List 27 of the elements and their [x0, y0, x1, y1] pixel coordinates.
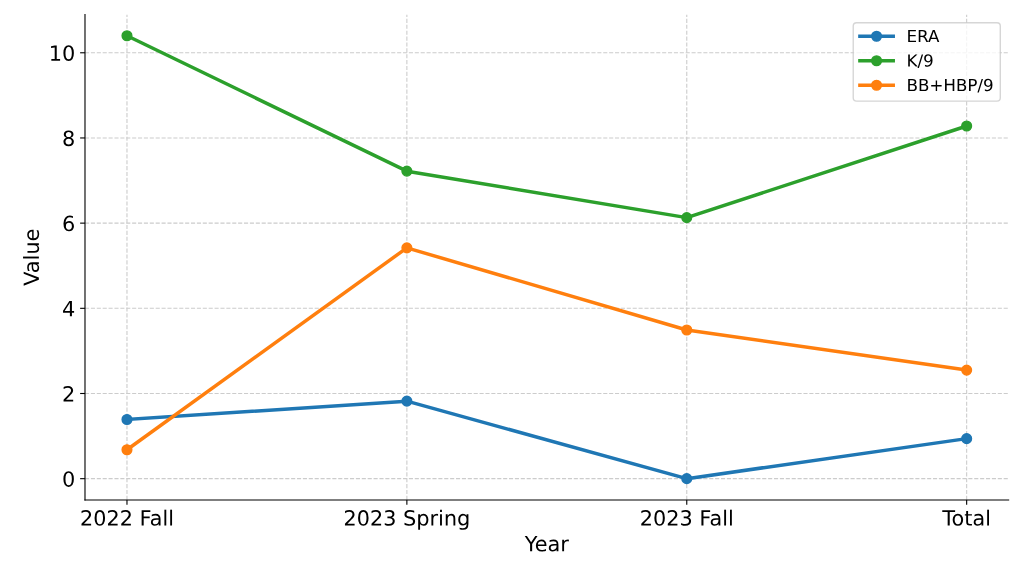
- x-tick-label: 2023 Fall: [641, 509, 732, 526]
- y-tick-label: 0: [63, 471, 74, 487]
- point: [121, 413, 133, 426]
- point: [401, 165, 413, 177]
- point: [681, 324, 693, 336]
- point: [961, 433, 973, 445]
- legend-label: BB+HBP/9: [908, 78, 993, 93]
- y-tick-label: 6: [63, 215, 74, 232]
- x-tick-label: 2022 Fall: [81, 509, 173, 526]
- legend-label: K/9: [908, 54, 933, 69]
- y-tick-label: 2: [63, 385, 74, 402]
- x-tick-label: 2023 Spring: [344, 509, 469, 530]
- x-axis-title: Year: [524, 536, 569, 552]
- point: [681, 473, 693, 485]
- point: [401, 242, 413, 254]
- point: [121, 444, 133, 456]
- y-tick-label: 4: [63, 301, 75, 317]
- point: [961, 120, 973, 132]
- legend-label: ERA: [908, 29, 940, 43]
- point: [961, 364, 973, 376]
- point: [401, 395, 413, 407]
- y-tick-label: 10: [51, 45, 74, 61]
- y-axis-title: Value: [23, 229, 40, 286]
- y-tick-label: 8: [63, 130, 74, 147]
- x-tick-label: Total: [942, 509, 990, 526]
- point: [681, 212, 693, 224]
- point: [121, 30, 133, 42]
